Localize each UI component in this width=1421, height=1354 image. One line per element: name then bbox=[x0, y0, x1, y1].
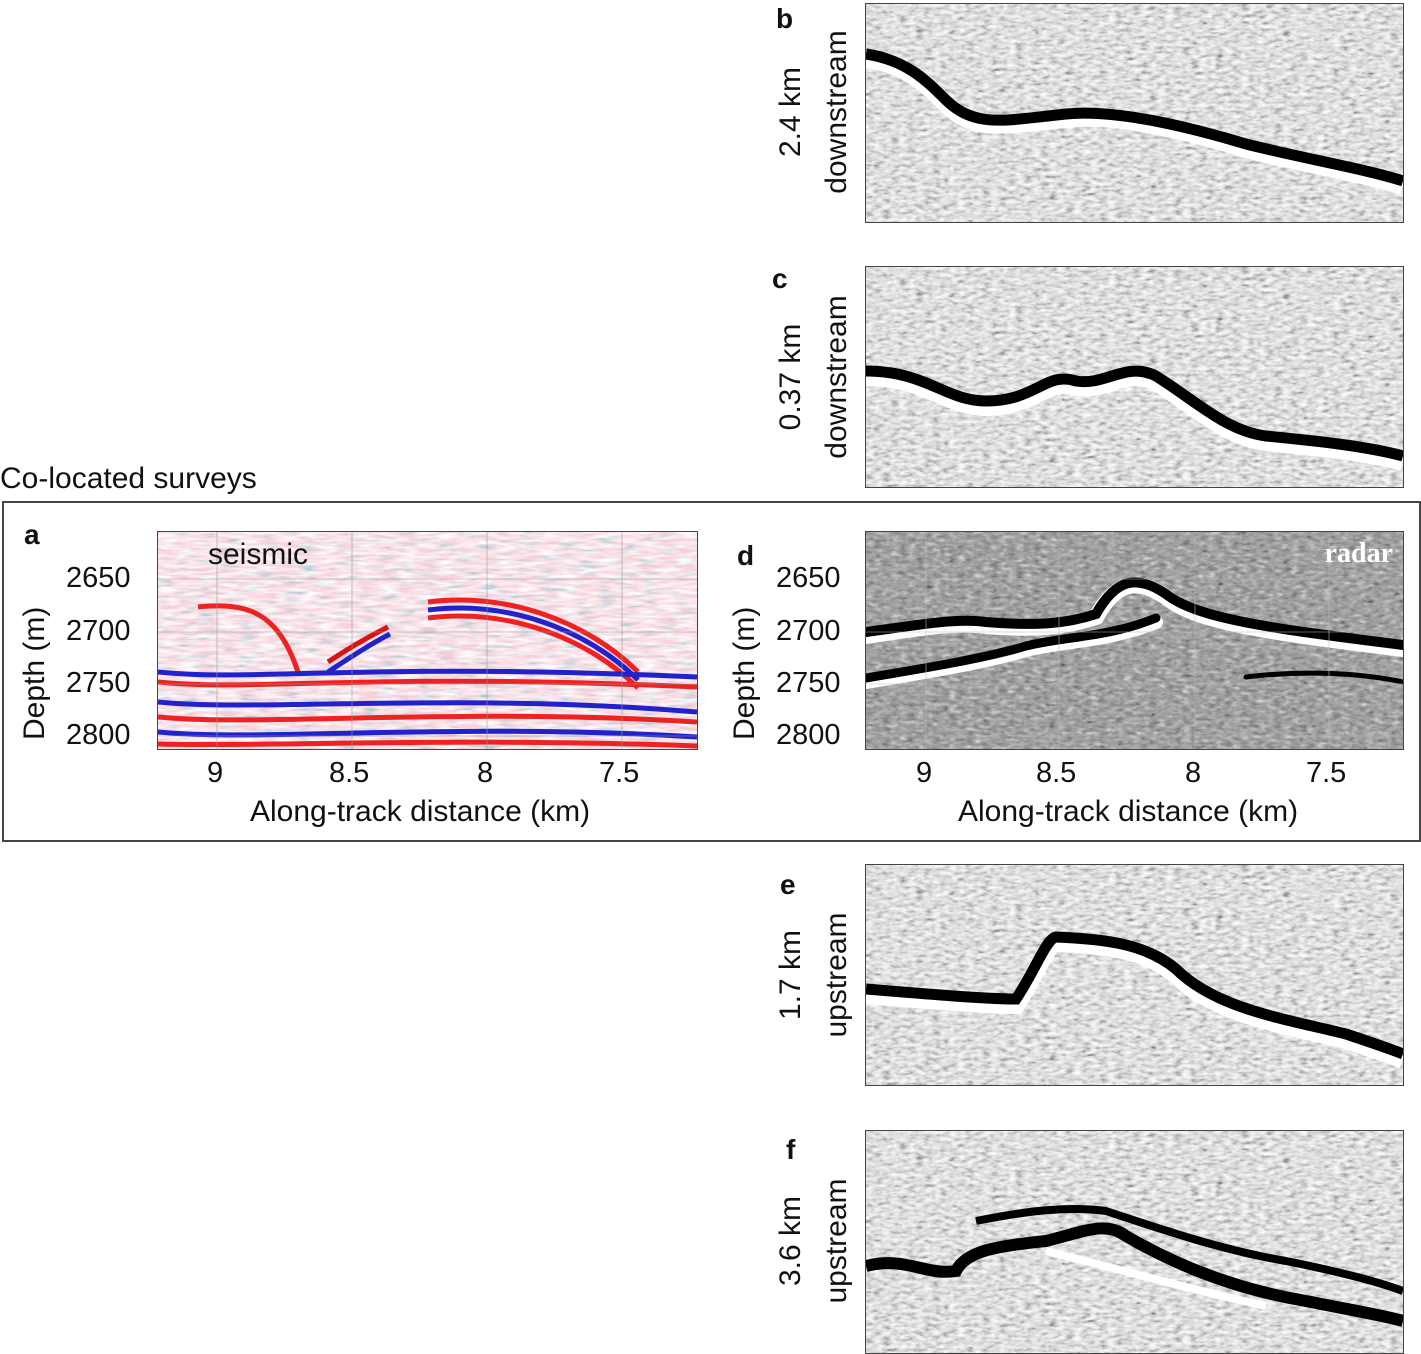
panel-label-e: e bbox=[780, 869, 796, 900]
y-tick: 2750 bbox=[66, 667, 131, 699]
grid bbox=[158, 532, 697, 749]
seismic-reflector bbox=[158, 678, 697, 690]
panel-c-offset-label: 0.37 km downstream bbox=[768, 267, 860, 487]
co-located-surveys-frame bbox=[2, 501, 1421, 842]
radar-reflector bbox=[866, 365, 1403, 462]
radar-reflector-halo bbox=[866, 368, 1403, 471]
seismic-reflector bbox=[158, 728, 697, 740]
y-axis-label: Depth (m) bbox=[18, 606, 51, 740]
panel-b-offset-label: 2.4 km downstream bbox=[768, 2, 860, 222]
radar-noise bbox=[866, 865, 1403, 1085]
radar-annotation: radar bbox=[1324, 538, 1393, 569]
x-tick: 7.5 bbox=[1306, 757, 1347, 789]
seismic-reflector bbox=[326, 631, 392, 675]
seismic-reflector bbox=[158, 668, 697, 680]
y-tick: 2800 bbox=[66, 719, 131, 751]
radar-reflector-halo bbox=[1045, 1247, 1267, 1310]
radar-image-b bbox=[865, 3, 1404, 223]
y-tick: 2750 bbox=[776, 667, 841, 699]
x-axis-label: Along-track distance (km) bbox=[250, 795, 591, 828]
x-axis-label: Along-track distance (km) bbox=[958, 795, 1299, 828]
radar-reflector-halo bbox=[866, 933, 1403, 1069]
radar-reflector bbox=[866, 1222, 1403, 1327]
seismic-reflector bbox=[158, 739, 697, 749]
radar-plot-e bbox=[866, 865, 1403, 1085]
radar-reflector bbox=[866, 577, 1403, 650]
panel-label-f: f bbox=[786, 1134, 796, 1165]
offset-direction: downstream bbox=[820, 30, 853, 194]
offset-direction: downstream bbox=[820, 295, 853, 459]
x-tick: 7.5 bbox=[599, 757, 640, 789]
y-tick: 2700 bbox=[66, 615, 131, 647]
radar-reflector bbox=[975, 1205, 1403, 1295]
seismic-reflector bbox=[158, 713, 697, 725]
seismic-annotation: seismic bbox=[208, 538, 309, 571]
grid bbox=[866, 532, 1403, 749]
offset-direction: upstream bbox=[820, 912, 853, 1038]
offset-distance: 2.4 km bbox=[774, 66, 807, 158]
radar-image-c bbox=[865, 266, 1404, 488]
x-tick: 9 bbox=[916, 757, 933, 789]
x-tick: 8 bbox=[477, 757, 494, 789]
radar-plot-b bbox=[866, 4, 1403, 222]
seismic-reflector bbox=[427, 605, 640, 682]
x-tick: 9 bbox=[207, 757, 224, 789]
y-tick: 2650 bbox=[776, 562, 841, 594]
offset-distance: 1.7 km bbox=[774, 929, 807, 1021]
seismic-reflector bbox=[427, 597, 640, 674]
radar-image-e bbox=[865, 864, 1404, 1086]
panel-label-d: d bbox=[737, 540, 755, 571]
seismic-plot bbox=[158, 532, 697, 749]
x-tick: 8 bbox=[1185, 757, 1202, 789]
y-tick: 2700 bbox=[776, 615, 841, 647]
radar-image: radar bbox=[865, 531, 1404, 750]
offset-distance: 0.37 km bbox=[774, 323, 807, 431]
radar-plot bbox=[866, 532, 1403, 749]
x-tick: 8.5 bbox=[329, 757, 370, 789]
group-title: Co-located surveys bbox=[0, 462, 257, 495]
radar-plot-f bbox=[866, 1131, 1403, 1353]
radar-reflector bbox=[866, 613, 1161, 683]
x-tick: 8.5 bbox=[1036, 757, 1077, 789]
radar-image-f bbox=[865, 1130, 1404, 1354]
offset-distance: 3.6 km bbox=[774, 1195, 807, 1287]
y-axis-label: Depth (m) bbox=[728, 606, 761, 740]
seismic-reflector bbox=[158, 699, 697, 715]
radar-reflector bbox=[866, 931, 1403, 1060]
seismic-noise bbox=[158, 532, 697, 749]
panel-label-b: b bbox=[776, 3, 794, 34]
radar-plot-c bbox=[866, 267, 1403, 487]
offset-direction: upstream bbox=[820, 1178, 853, 1304]
seismic-image: seismic bbox=[157, 531, 698, 750]
panel-f-offset-label: 3.6 km upstream bbox=[768, 1131, 860, 1351]
y-tick: 2650 bbox=[66, 562, 131, 594]
radar-reflector bbox=[866, 48, 1403, 187]
radar-reflector bbox=[1243, 670, 1403, 685]
panel-label-c: c bbox=[772, 263, 788, 294]
panel-label-a: a bbox=[24, 519, 40, 550]
y-tick: 2800 bbox=[776, 719, 841, 751]
seismic-reflector bbox=[197, 603, 301, 673]
seismic-reflector bbox=[326, 624, 390, 665]
seismic-reflector bbox=[427, 613, 640, 690]
panel-e-offset-label: 1.7 km upstream bbox=[768, 865, 860, 1085]
